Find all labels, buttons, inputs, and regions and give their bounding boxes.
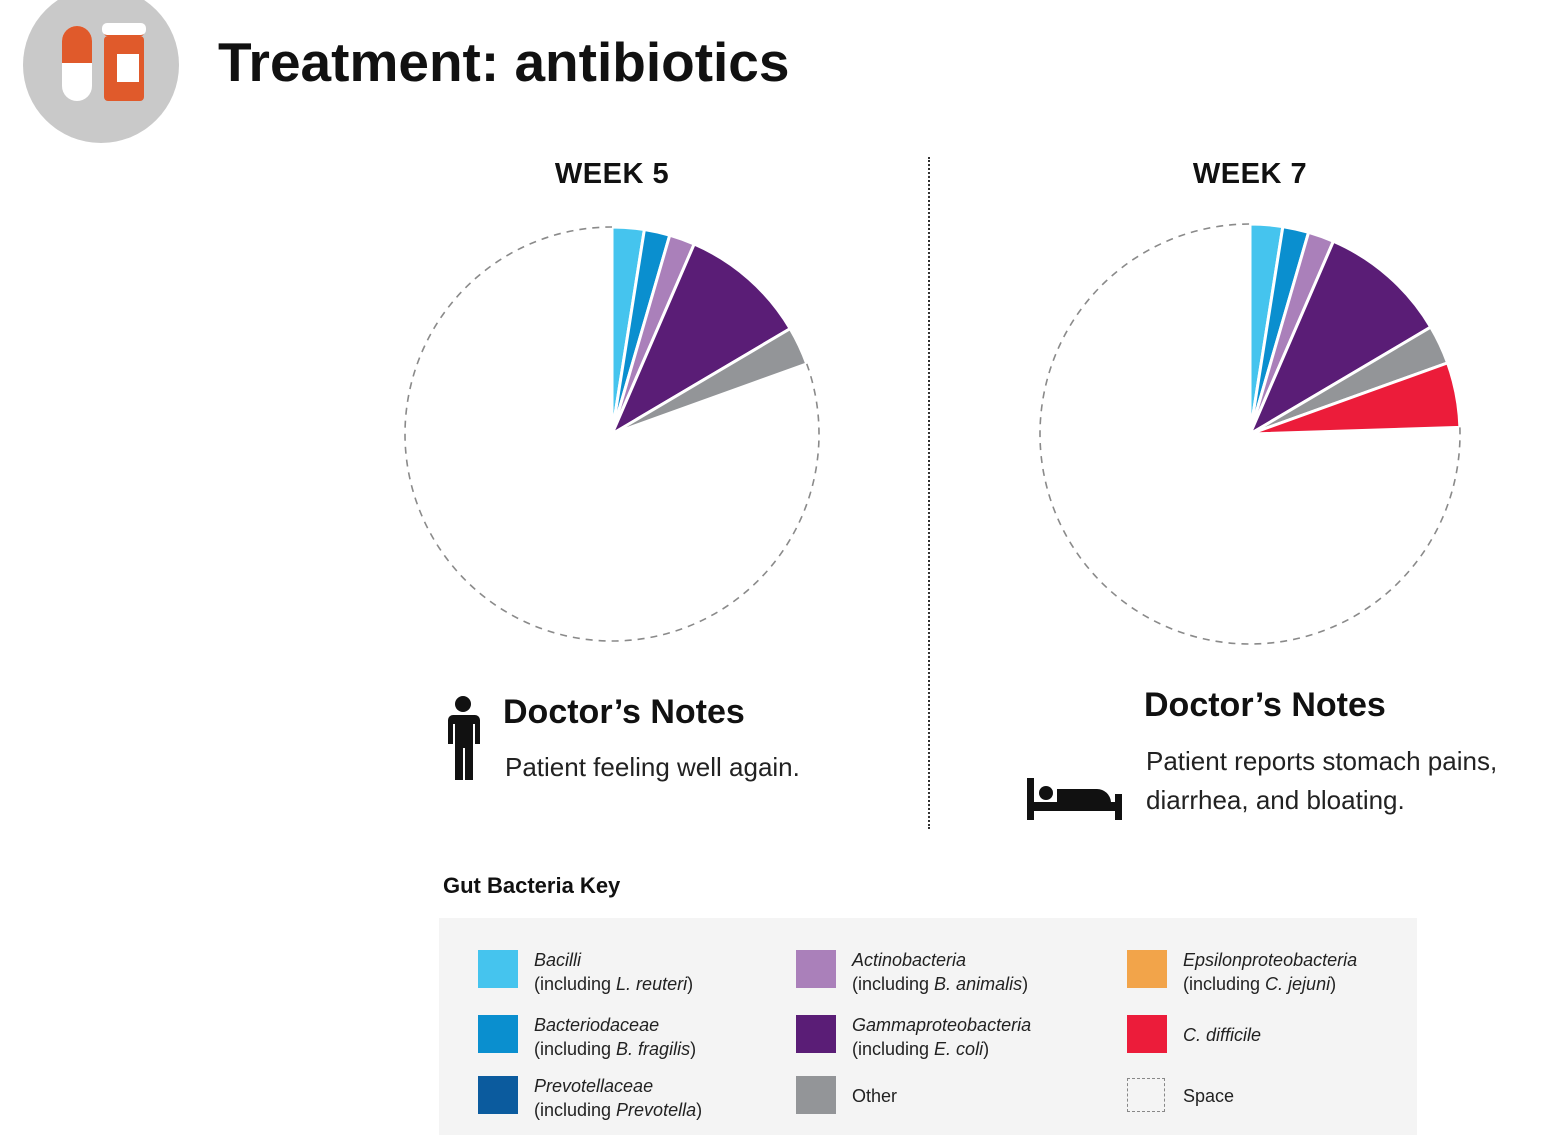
legend-swatch: [1127, 1078, 1165, 1112]
pie-slice-gammaproteobacteria: [610, 242, 792, 436]
legend-label: Actinobacteria (including B. animalis): [852, 948, 1028, 996]
pie-charts: [404, 222, 1462, 645]
page-title: Treatment: antibiotics: [218, 31, 790, 93]
legend-name: C. difficile: [1183, 1025, 1262, 1045]
legend-label: Space: [1183, 1084, 1234, 1108]
legend-name: Actinobacteria: [852, 950, 967, 970]
legend-label: Bacilli (including L. reuteri): [534, 948, 693, 996]
legend-swatch: [796, 1015, 836, 1053]
legend-label: Epsilonproteobacteria (including C. jejun…: [1183, 948, 1357, 996]
legend-name: Other: [852, 1086, 898, 1106]
notes-line: diarrhea, and bloating.: [1146, 785, 1405, 815]
legend-item-bacteriodaceae: Bacteriodaceae (including B. fragilis): [478, 1013, 778, 1059]
legend-label: Other: [852, 1084, 897, 1108]
notes-line: Patient reports stomach pains,: [1146, 746, 1498, 776]
legend-item-bacilli: Bacilli (including L. reuteri): [478, 948, 778, 994]
pill-bottle-icon: [23, 0, 179, 143]
legend-item-other: Other: [796, 1074, 1096, 1118]
legend-name: Epsilonproteobacteria: [1183, 950, 1358, 970]
week7-title: WEEK 7: [1192, 158, 1308, 190]
legend-label: Prevotellaceae (including Prevotella): [534, 1074, 702, 1122]
legend-item-actinobacteria: Actinobacteria (including B. animalis): [796, 948, 1096, 994]
legend-swatch: [478, 950, 518, 988]
pie-chart-week7: [1039, 222, 1462, 645]
legend-item-gammaproteobacteria: Gammaproteobacteria (including E. coli): [796, 1013, 1096, 1059]
notes-text-week5: Patient feeling well again.: [505, 748, 800, 787]
legend-swatch: [796, 950, 836, 988]
legend-label: Bacteriodaceae (including B. fragilis): [534, 1013, 696, 1061]
legend-item-c-difficile: C. difficile: [1127, 1013, 1427, 1057]
pie-slice-space: [1039, 223, 1461, 645]
notes-line: Patient feeling well again.: [505, 752, 800, 782]
week5-title: WEEK 5: [554, 158, 670, 190]
legend-example: (including B. animalis): [852, 974, 1029, 994]
legend-example: (including C. jejuni): [1183, 974, 1337, 994]
legend-label: C. difficile: [1183, 1023, 1261, 1047]
legend-example: (including B. fragilis): [534, 1039, 697, 1059]
legend-example: (including L. reuteri): [534, 974, 694, 994]
standing-person-icon: [445, 696, 481, 782]
legend: Bacilli (including L. reuteri) Bacteriodac…: [439, 918, 1417, 1135]
panel-divider: [928, 157, 930, 829]
legend-item-prevotellaceae: Prevotellaceae (including Prevotella): [478, 1074, 778, 1120]
legend-swatch: [478, 1076, 518, 1114]
legend-name: Space: [1183, 1086, 1235, 1106]
legend-item-epsilonproteobacteria: Epsilonproteobacteria (including C. jejun…: [1127, 948, 1427, 994]
pie-slice-c-difficile: [1248, 361, 1462, 436]
pie-chart-week5: [404, 225, 820, 642]
pie-slice-space: [404, 226, 820, 642]
notes-title-week5: Doctor’s Notes: [503, 693, 745, 731]
legend-example: (including Prevotella): [534, 1100, 703, 1120]
legend-swatch: [1127, 1015, 1167, 1053]
person-in-bed-icon: [1027, 778, 1123, 820]
legend-swatch: [796, 1076, 836, 1114]
legend-name: Bacilli: [534, 950, 582, 970]
legend-label: Gammaproteobacteria (including E. coli): [852, 1013, 1031, 1061]
legend-name: Bacteriodaceae: [534, 1015, 660, 1035]
notes-text-week7: Patient reports stomach pains, diarrhea,…: [1146, 742, 1497, 820]
header-icon-badge: [22, 0, 180, 144]
pie-slice-gammaproteobacteria: [1248, 239, 1433, 436]
legend-title: Gut Bacteria Key: [443, 873, 621, 898]
pie-slice-other: [610, 327, 809, 436]
legend-name: Gammaproteobacteria: [852, 1015, 1032, 1035]
notes-title-week7: Doctor’s Notes: [1144, 686, 1386, 724]
legend-name: Prevotellaceae: [534, 1076, 654, 1096]
legend-swatch: [478, 1015, 518, 1053]
legend-example: (including E. coli): [852, 1039, 990, 1059]
legend-swatch: [1127, 950, 1167, 988]
legend-item-space: Space: [1127, 1074, 1427, 1118]
